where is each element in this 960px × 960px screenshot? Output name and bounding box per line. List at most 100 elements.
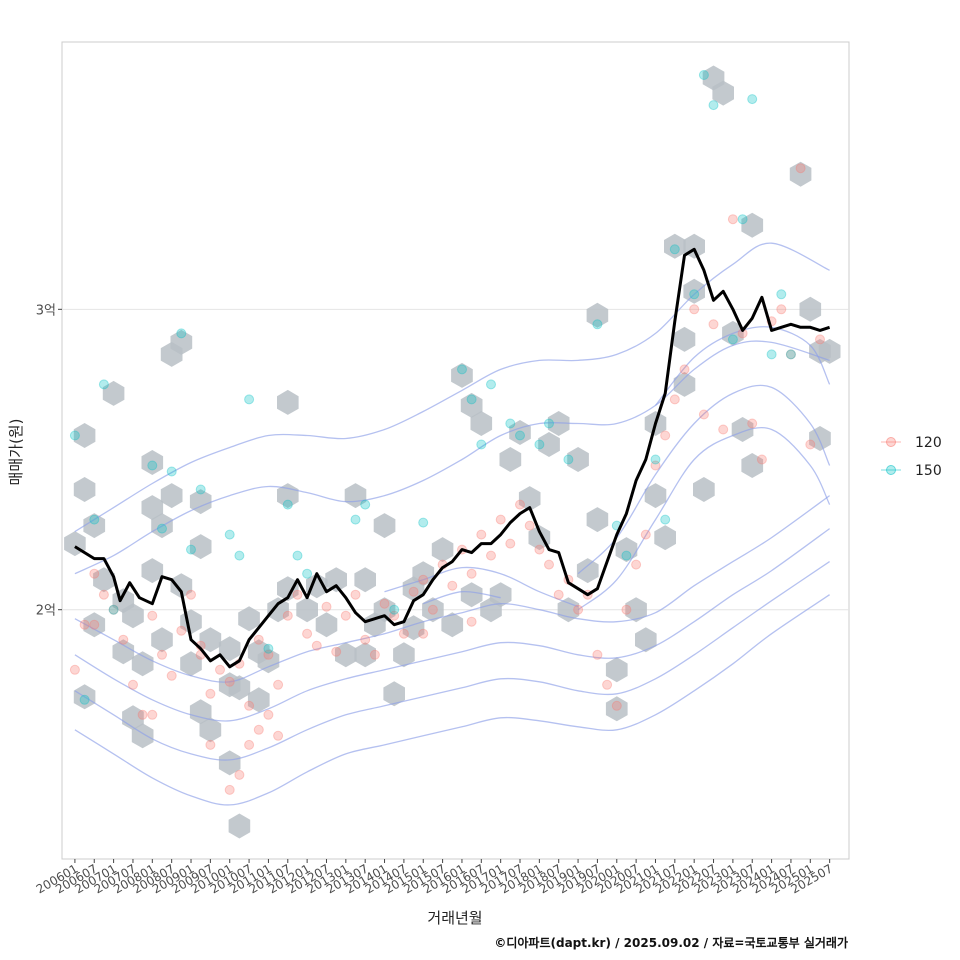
scatter-point-150 [466,394,477,405]
scatter-point-120 [524,520,535,531]
scatter-point-120 [137,709,148,720]
scatter-point-120 [302,628,313,639]
scatter-point-120 [147,709,158,720]
density-contour [74,495,830,683]
scatter-point-120 [611,700,622,711]
hexbin [683,278,705,304]
x-axis-title: 거래년월 [427,909,482,927]
scatter-point-150 [302,568,313,579]
legend-item-150: 150 [881,463,942,479]
scatter-point-120 [263,649,274,660]
hexbin [277,389,299,415]
scatter-point-150 [727,334,738,345]
hexbin [451,362,473,388]
scatter-point-150 [785,349,796,360]
hexbin [489,582,512,608]
hexbin [673,371,696,397]
scatter-point-120 [669,394,680,405]
scatter-point-120 [776,304,787,315]
density-contour [423,590,501,605]
hexbin [412,561,435,587]
hexbin [470,411,493,436]
scatter-point-120 [118,634,129,645]
hexbin [141,495,164,521]
hexbin [102,380,125,406]
scatter-point-120 [340,610,351,621]
scatter-point-120 [98,589,109,600]
scatter-point-150 [350,514,361,525]
scatter-point-120 [592,649,603,660]
scatter-point-120 [631,559,642,570]
scatter-point-120 [398,628,409,639]
scatter-point-150 [476,439,487,450]
hexbin [112,639,135,665]
scatter-point-120 [466,568,477,579]
hexbin [741,453,764,478]
density-contour [74,561,830,761]
scatter-point-150 [747,94,758,105]
scatter-point-120 [602,679,613,690]
scatter-point-120 [79,619,90,630]
scatter-point-120 [534,544,545,555]
hexbin [789,161,812,187]
scatter-point-120 [224,676,235,687]
scatter-point-120 [205,688,216,699]
y-axis: 2억 3억 [36,303,62,619]
scatter-point-120 [408,586,419,597]
hexbin [335,642,357,668]
legend-item-120: 120 [881,435,942,451]
hexbin [122,603,144,629]
scatter-point-120 [128,679,138,690]
hexbin [538,432,560,457]
scatter-point-150 [282,499,293,510]
hexbin [605,696,628,722]
hexbin [189,534,212,560]
scatter-point-120 [679,364,690,375]
y-tick-label: 3억 [36,303,56,318]
density-contour [384,566,579,608]
hexbin [151,627,173,653]
scatter-point-150 [515,430,525,441]
scatter-point-120 [660,430,671,441]
scatter-point-120 [805,439,816,450]
scatter-point-120 [69,664,80,675]
scatter-point-120 [505,538,516,549]
hexbin [218,636,241,662]
y-tick-label: 2억 [36,604,56,619]
hexbin [499,447,522,472]
hexbin [189,489,212,515]
scatter-point-150 [195,484,206,495]
hexbin [73,477,96,502]
scatter-point-150 [157,523,167,534]
scatter-point-120 [447,580,458,591]
scatter-point-150 [505,418,516,429]
density-contour [654,326,831,406]
density-contour [74,242,830,533]
trend-layer [74,247,831,669]
scatter-point-150 [660,514,671,525]
scatter-point-120 [389,610,400,621]
hexbin [354,642,376,668]
scatter-point-120 [544,559,554,570]
scatter-point-120 [331,646,342,657]
density-contour [74,528,830,722]
scatter-point-120 [166,670,177,681]
scatter-point-120 [573,604,584,615]
hexbin [277,576,299,602]
hexbin [576,558,599,584]
hexbin [644,483,667,509]
scatter-point-150 [79,694,90,705]
hexbin [654,525,676,551]
scatter-point-150 [708,100,719,111]
scatter-point-120 [495,514,506,525]
scatter-point-120 [234,769,245,780]
scatter-point-150 [389,604,400,615]
hexbin [712,80,734,106]
hexbin [664,233,686,259]
scatter-point-150 [292,550,303,561]
plot-panel [61,41,850,860]
hexbin [635,627,657,653]
scatter-point-150 [360,499,371,510]
scatter-point-120 [747,418,758,429]
scatter-point-150 [766,349,777,360]
